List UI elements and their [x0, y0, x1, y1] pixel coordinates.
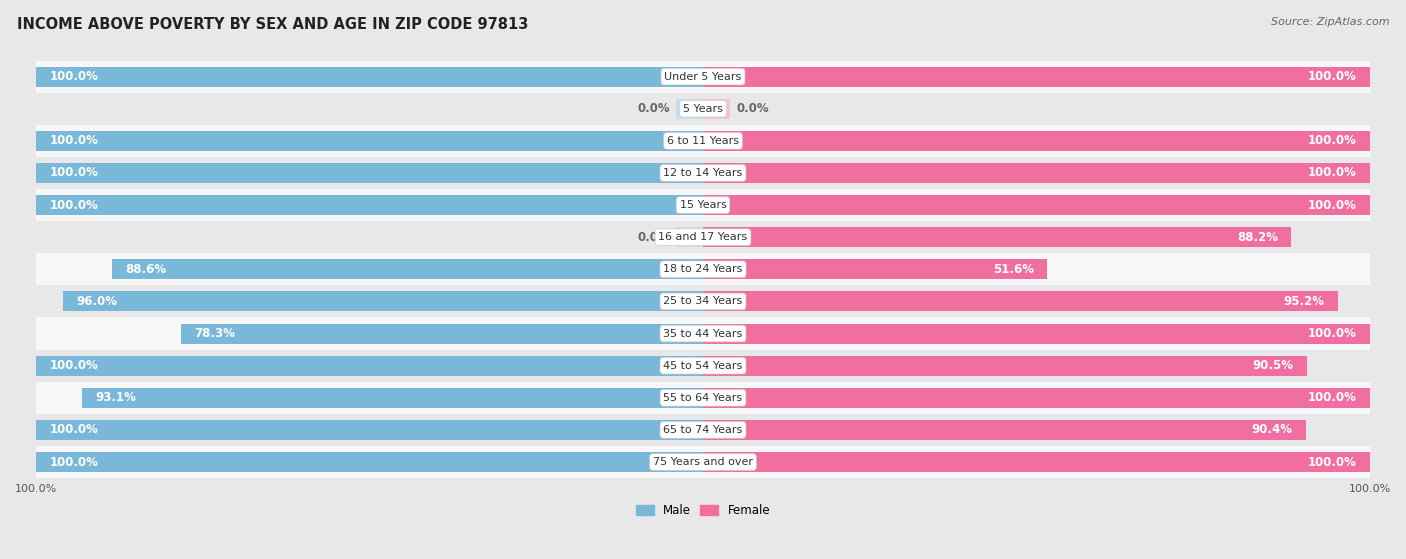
Bar: [703, 67, 1369, 87]
Text: 25 to 34 Years: 25 to 34 Years: [664, 296, 742, 306]
Text: 100.0%: 100.0%: [1308, 327, 1357, 340]
Text: 55 to 64 Years: 55 to 64 Years: [664, 393, 742, 403]
Bar: [37, 382, 1369, 414]
Text: 100.0%: 100.0%: [49, 359, 98, 372]
Bar: [37, 60, 1369, 93]
Text: 100.0%: 100.0%: [1308, 70, 1357, 83]
Bar: [37, 221, 1369, 253]
Bar: [37, 318, 1369, 349]
Text: 78.3%: 78.3%: [194, 327, 235, 340]
Text: 0.0%: 0.0%: [737, 102, 769, 115]
Bar: [703, 99, 730, 119]
Text: 88.2%: 88.2%: [1237, 231, 1278, 244]
Bar: [37, 253, 1369, 286]
Text: 15 Years: 15 Years: [679, 200, 727, 210]
Bar: [37, 163, 703, 183]
Text: 100.0%: 100.0%: [49, 198, 98, 211]
Text: 100.0%: 100.0%: [49, 167, 98, 179]
Text: 100.0%: 100.0%: [1308, 198, 1357, 211]
Bar: [703, 163, 1369, 183]
Bar: [37, 189, 1369, 221]
Bar: [37, 93, 1369, 125]
Text: 100.0%: 100.0%: [49, 423, 98, 437]
Text: 96.0%: 96.0%: [76, 295, 117, 308]
Bar: [703, 356, 1306, 376]
Bar: [703, 131, 1369, 151]
Bar: [37, 452, 703, 472]
Text: 35 to 44 Years: 35 to 44 Years: [664, 329, 742, 339]
Bar: [703, 388, 1369, 408]
Text: 12 to 14 Years: 12 to 14 Years: [664, 168, 742, 178]
Text: Under 5 Years: Under 5 Years: [665, 72, 741, 82]
Bar: [703, 228, 1291, 247]
Text: 93.1%: 93.1%: [96, 391, 136, 404]
Text: 100.0%: 100.0%: [49, 456, 98, 468]
Bar: [37, 414, 1369, 446]
Text: 100.0%: 100.0%: [1308, 134, 1357, 148]
Text: 6 to 11 Years: 6 to 11 Years: [666, 136, 740, 146]
Bar: [703, 452, 1369, 472]
Text: Source: ZipAtlas.com: Source: ZipAtlas.com: [1271, 17, 1389, 27]
Bar: [703, 291, 1339, 311]
Bar: [703, 259, 1047, 280]
Text: 16 and 17 Years: 16 and 17 Years: [658, 232, 748, 242]
Text: 100.0%: 100.0%: [1348, 485, 1391, 495]
Bar: [37, 446, 1369, 478]
Bar: [37, 125, 1369, 157]
Text: 90.4%: 90.4%: [1251, 423, 1292, 437]
Text: 18 to 24 Years: 18 to 24 Years: [664, 264, 742, 274]
Bar: [181, 324, 703, 343]
Bar: [37, 349, 1369, 382]
Bar: [37, 420, 703, 440]
Bar: [703, 195, 1369, 215]
Bar: [37, 356, 703, 376]
Bar: [37, 286, 1369, 318]
Text: INCOME ABOVE POVERTY BY SEX AND AGE IN ZIP CODE 97813: INCOME ABOVE POVERTY BY SEX AND AGE IN Z…: [17, 17, 529, 32]
Text: 51.6%: 51.6%: [993, 263, 1033, 276]
Text: 45 to 54 Years: 45 to 54 Years: [664, 361, 742, 371]
Text: 100.0%: 100.0%: [15, 485, 58, 495]
Bar: [37, 131, 703, 151]
Bar: [37, 157, 1369, 189]
Text: 100.0%: 100.0%: [49, 70, 98, 83]
Text: 5 Years: 5 Years: [683, 104, 723, 113]
Bar: [703, 420, 1306, 440]
Bar: [37, 195, 703, 215]
Bar: [676, 228, 703, 247]
Text: 95.2%: 95.2%: [1284, 295, 1324, 308]
Text: 65 to 74 Years: 65 to 74 Years: [664, 425, 742, 435]
Text: 90.5%: 90.5%: [1253, 359, 1294, 372]
Text: 88.6%: 88.6%: [125, 263, 167, 276]
Bar: [112, 259, 703, 280]
Text: 0.0%: 0.0%: [637, 102, 669, 115]
Bar: [63, 291, 703, 311]
Legend: Male, Female: Male, Female: [631, 499, 775, 522]
Text: 0.0%: 0.0%: [637, 231, 669, 244]
Bar: [82, 388, 703, 408]
Text: 75 Years and over: 75 Years and over: [652, 457, 754, 467]
Text: 100.0%: 100.0%: [1308, 167, 1357, 179]
Bar: [676, 99, 703, 119]
Bar: [703, 324, 1369, 343]
Text: 100.0%: 100.0%: [1308, 456, 1357, 468]
Text: 100.0%: 100.0%: [1308, 391, 1357, 404]
Bar: [37, 67, 703, 87]
Text: 100.0%: 100.0%: [49, 134, 98, 148]
